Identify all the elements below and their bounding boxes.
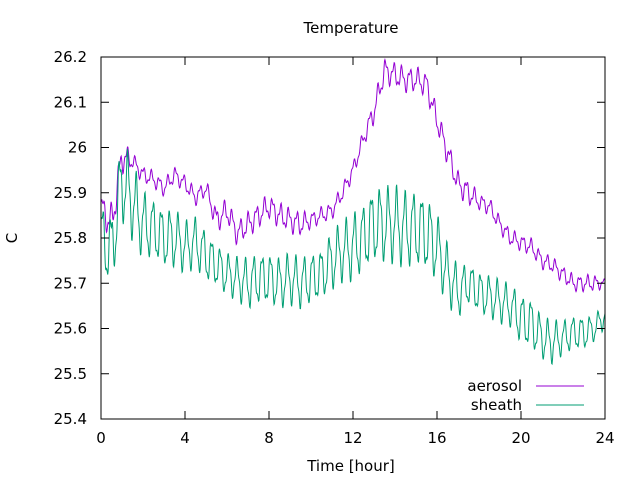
y-tick-label: 25.5 <box>54 365 87 383</box>
y-tick-label: 26.2 <box>54 48 87 66</box>
series-line-aerosol <box>100 58 606 293</box>
y-tick-label: 25.7 <box>54 274 87 292</box>
legend-label-sheath: sheath <box>471 396 522 414</box>
x-tick-label: 16 <box>427 429 446 447</box>
y-tick-label: 26.1 <box>54 93 87 111</box>
x-tick-label: 24 <box>595 429 614 447</box>
y-tick-label: 25.4 <box>54 410 87 428</box>
plot-frame <box>100 56 606 420</box>
x-tick-label: 4 <box>180 429 190 447</box>
series-line-sheath <box>100 148 606 366</box>
y-tick-label: 25.6 <box>54 320 87 338</box>
x-axis-label: Time [hour] <box>306 457 395 475</box>
legend-label-aerosol: aerosol <box>467 377 522 395</box>
x-tick-label: 12 <box>343 429 362 447</box>
x-tick-label: 20 <box>511 429 530 447</box>
series-layer <box>100 58 606 366</box>
x-tick-label: 8 <box>264 429 274 447</box>
chart-title: Temperature <box>302 19 398 37</box>
y-tick-label: 26 <box>68 139 87 157</box>
y-tick-label: 25.8 <box>54 229 87 247</box>
y-tick-label: 25.9 <box>54 184 87 202</box>
y-axis-label: C <box>3 233 21 243</box>
x-tick-label: 0 <box>96 429 106 447</box>
tick-layer: 0 4 8 12 16 20 24 25.4 25.5 25.6 25.7 25.8 25.9 26 26.… <box>54 48 615 447</box>
